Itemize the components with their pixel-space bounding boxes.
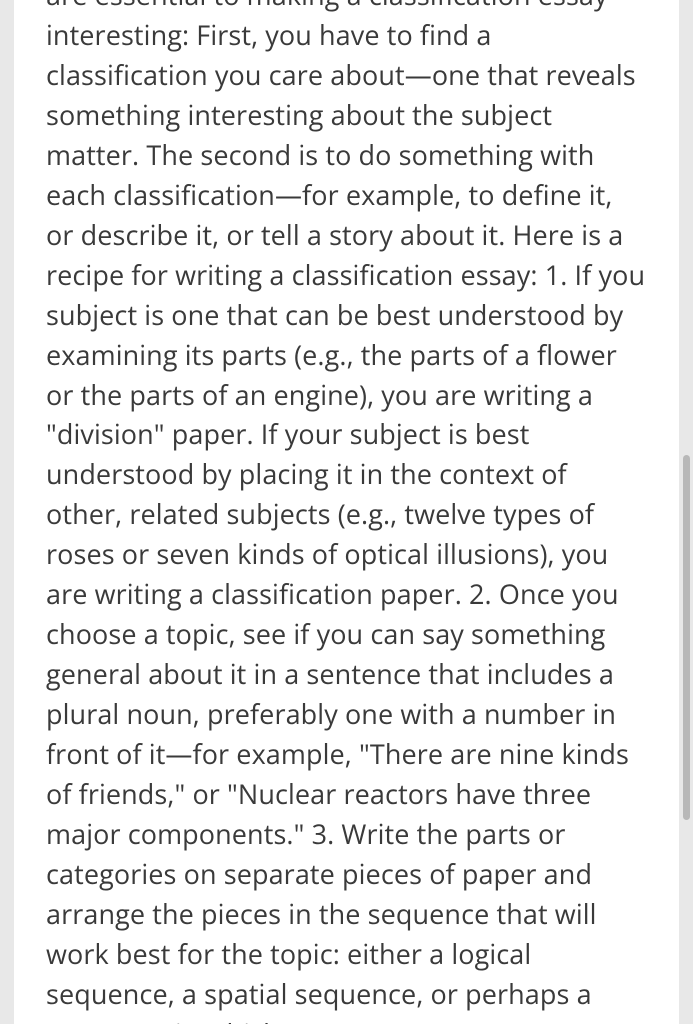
article-body-text: are essential to making a classification…	[46, 0, 647, 1024]
scrollbar-thumb[interactable]	[683, 455, 690, 820]
article-content-container: are essential to making a classification…	[14, 0, 679, 1024]
scrollbar-track[interactable]	[683, 0, 690, 1024]
